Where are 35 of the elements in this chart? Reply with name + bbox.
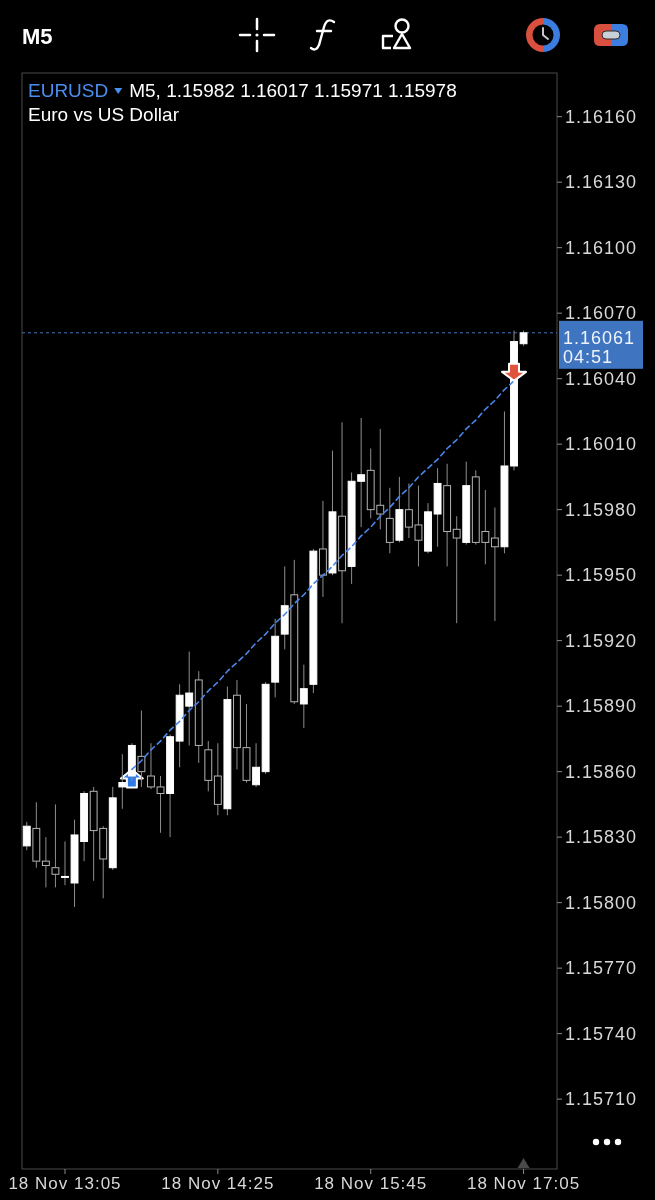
y-tick-label: 1.16100 [565, 237, 638, 258]
y-tick-label: 1.16010 [565, 434, 638, 455]
y-tick-label: 1.15950 [565, 565, 638, 586]
y-tick-label: 1.15920 [565, 630, 638, 651]
annotation: M5, 1.15982 1.16017 1.15971 1.15978 [129, 80, 457, 101]
text: Euro vs US Dollar [28, 104, 180, 125]
text: 04:51 [563, 347, 614, 368]
ref-line-label: 1.16061 [563, 328, 636, 349]
text: M5 [22, 24, 53, 49]
candlestick [252, 742, 260, 788]
y-tick-label: 1.15740 [565, 1023, 638, 1044]
candlestick [51, 803, 60, 888]
y-tick-label: 1.15770 [565, 958, 638, 979]
candlestick [452, 515, 461, 624]
candlestick [41, 836, 50, 888]
y-tick-label: 1.16130 [565, 172, 638, 193]
y-tick-label: 1.16070 [565, 303, 638, 324]
candlestick [118, 753, 127, 810]
candlestick [22, 821, 31, 851]
candlestick [490, 506, 499, 622]
x-tick-label: 18 Nov 17:05 [466, 1173, 581, 1193]
y-tick-label: 1.15980 [565, 499, 638, 520]
y-tick-label: 1.15830 [565, 827, 638, 848]
candlestick [299, 664, 308, 729]
y-tick-label: 1.15860 [565, 761, 638, 782]
y-tick-label: 1.16160 [565, 106, 638, 127]
candlestick [137, 710, 146, 788]
y-tick-label: 1.15890 [565, 696, 638, 717]
y-tick-label: 1.16040 [565, 368, 638, 389]
chart-title: EURUSD [28, 80, 109, 101]
x-tick-label: 18 Nov 15:45 [314, 1173, 428, 1193]
y-tick-label: 1.15800 [565, 892, 638, 913]
x-tick-label: 18 Nov 13:05 [8, 1173, 122, 1193]
y-tick-label: 1.15710 [565, 1089, 638, 1110]
x-tick-label: 18 Nov 14:25 [161, 1173, 275, 1193]
